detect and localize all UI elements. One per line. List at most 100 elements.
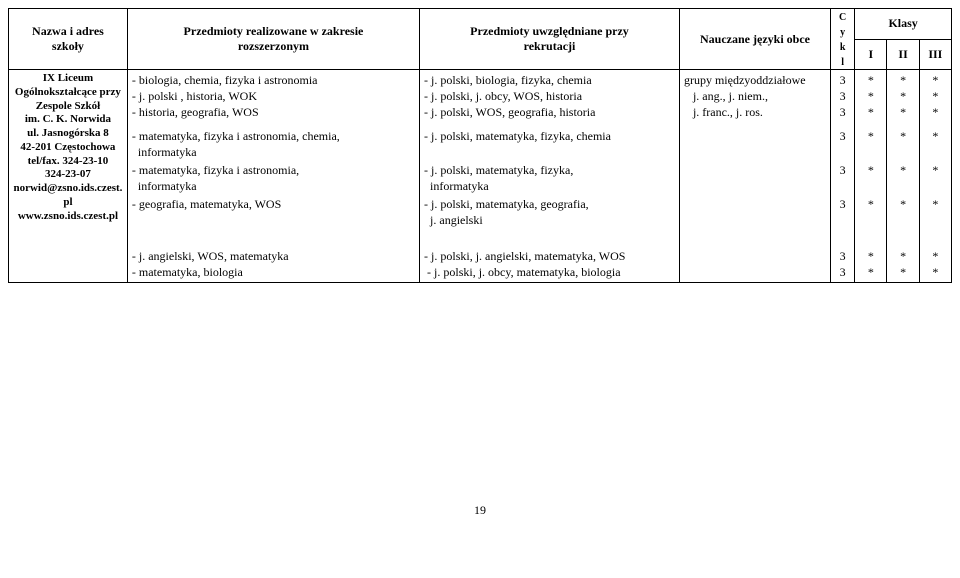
row-cell: * bbox=[891, 248, 914, 264]
row-cell: * bbox=[924, 162, 947, 196]
th-klasy-1-text: I bbox=[869, 47, 874, 61]
school-l1: IX Liceum bbox=[43, 72, 93, 84]
th-klasy-2-text: II bbox=[898, 47, 907, 61]
school-block: IX Liceum Ogólnokształcące przy Zespole … bbox=[13, 72, 123, 223]
row-gap bbox=[684, 230, 826, 248]
th-extended: Przedmioty realizowane w zakresie rozsze… bbox=[127, 9, 419, 70]
row-cell: * bbox=[859, 104, 882, 128]
row-cell: - biologia, chemia, fizyka i astronomia bbox=[132, 72, 415, 88]
row-cell: - matematyka, fizyka i astronomia, chemi… bbox=[132, 128, 415, 162]
row-cell: * bbox=[859, 72, 882, 88]
row-cell: 3 bbox=[835, 88, 850, 104]
school-l9: norwid@zsno.ids.czest. bbox=[13, 182, 122, 194]
th-school: Nazwa i adres szkoły bbox=[9, 9, 128, 70]
row-cell bbox=[684, 162, 826, 196]
row-cell: * bbox=[924, 264, 947, 280]
cell-k1: ******** bbox=[855, 70, 887, 283]
main-table: Nazwa i adres szkoły Przedmioty realizow… bbox=[8, 8, 952, 283]
row-cell: - j. polski, WOS, geografia, historia bbox=[424, 104, 675, 128]
cell-languages: grupy międzyoddziałowe j. ang., j. niem.… bbox=[679, 70, 830, 283]
row-cell: * bbox=[859, 162, 882, 196]
th-klasy-2: II bbox=[887, 39, 919, 70]
th-klasy-1: I bbox=[855, 39, 887, 70]
row-cell: grupy międzyoddziałowe bbox=[684, 72, 826, 88]
row-cell: * bbox=[924, 88, 947, 104]
row-gap bbox=[924, 230, 947, 248]
row-cell: - j. polski, biologia, fizyka, chemia bbox=[424, 72, 675, 88]
th-school-l1: Nazwa i adres bbox=[32, 24, 104, 38]
cell-k3: ******** bbox=[919, 70, 951, 283]
page-number-text: 19 bbox=[474, 503, 486, 517]
row-cell: j. ang., j. niem., bbox=[684, 88, 826, 104]
row-cell: 3 bbox=[835, 248, 850, 264]
th-school-l2: szkoły bbox=[52, 39, 84, 53]
row-cell: * bbox=[859, 128, 882, 162]
school-l2: Ogólnokształcące przy bbox=[15, 86, 121, 98]
row-cell: - j. polski, matematyka, geografia, j. a… bbox=[424, 196, 675, 230]
th-cykl: C y k l bbox=[831, 9, 855, 70]
row-cell: * bbox=[891, 104, 914, 128]
row-gap bbox=[424, 230, 675, 248]
row-gap bbox=[835, 230, 850, 248]
row-cell: * bbox=[859, 264, 882, 280]
th-extended-l1: Przedmioty realizowane w zakresie bbox=[184, 24, 364, 38]
row-cell bbox=[684, 248, 826, 264]
row-cell bbox=[684, 196, 826, 230]
row-cell: * bbox=[924, 196, 947, 230]
row-cell: - j. polski, j. obcy, WOS, historia bbox=[424, 88, 675, 104]
school-l6: 42-201 Częstochowa bbox=[20, 141, 115, 153]
row-cell: 3 bbox=[835, 128, 850, 162]
row-gap bbox=[132, 230, 415, 248]
row-cell: 3 bbox=[835, 162, 850, 196]
th-klasy: Klasy bbox=[855, 9, 952, 40]
row-cell: - j. polski, matematyka, fizyka, chemia bbox=[424, 128, 675, 162]
row-cell: 3 bbox=[835, 72, 850, 88]
row-cell: * bbox=[891, 264, 914, 280]
row-cell: - geografia, matematyka, WOS bbox=[132, 196, 415, 230]
row-cell: * bbox=[891, 88, 914, 104]
row-cell: - matematyka, fizyka i astronomia, infor… bbox=[132, 162, 415, 196]
row-cell: * bbox=[859, 88, 882, 104]
row-cell: * bbox=[891, 196, 914, 230]
row-cell: j. franc., j. ros. bbox=[684, 104, 826, 128]
row-cell: * bbox=[891, 128, 914, 162]
row-cell: 3 bbox=[835, 104, 850, 128]
row-cell: * bbox=[924, 248, 947, 264]
row-cell: - j. polski , historia, WOK bbox=[132, 88, 415, 104]
cell-extended: - biologia, chemia, fizyka i astronomia-… bbox=[127, 70, 419, 283]
cell-k2: ******** bbox=[887, 70, 919, 283]
row-cell: - historia, geografia, WOS bbox=[132, 104, 415, 128]
row-cell: - matematyka, biologia bbox=[132, 264, 415, 280]
page-number: 19 bbox=[8, 503, 952, 518]
row-cell: * bbox=[859, 248, 882, 264]
th-recruit: Przedmioty uwzględniane przy rekrutacji bbox=[420, 9, 680, 70]
row-cell: * bbox=[859, 196, 882, 230]
school-l7: tel/fax. 324-23-10 bbox=[28, 155, 109, 167]
school-l4: im. C. K. Norwida bbox=[25, 113, 111, 125]
row-cell: - j. polski, j. obcy, matematyka, biolog… bbox=[424, 264, 675, 280]
th-cykl-text: C y k l bbox=[839, 12, 846, 68]
school-l3: Zespole Szkół bbox=[36, 100, 100, 112]
row-cell: - j. angielski, WOS, matematyka bbox=[132, 248, 415, 264]
row-cell bbox=[684, 128, 826, 162]
row-cell: * bbox=[924, 128, 947, 162]
th-extended-l2: rozszerzonym bbox=[238, 39, 309, 53]
school-l5: ul. Jasnogórska 8 bbox=[27, 127, 109, 139]
th-languages-text: Nauczane języki obce bbox=[700, 32, 810, 46]
th-recruit-l2: rekrutacji bbox=[524, 39, 576, 53]
row-cell: * bbox=[924, 72, 947, 88]
row-cell bbox=[684, 264, 826, 280]
cell-cykl: 33333333 bbox=[831, 70, 855, 283]
th-klasy-3: III bbox=[919, 39, 951, 70]
row-cell: - j. polski, j. angielski, matematyka, W… bbox=[424, 248, 675, 264]
row-gap bbox=[859, 230, 882, 248]
row-cell: 3 bbox=[835, 196, 850, 230]
row-cell: * bbox=[891, 72, 914, 88]
th-recruit-l1: Przedmioty uwzględniane przy bbox=[470, 24, 629, 38]
school-l11: www.zsno.ids.czest.pl bbox=[18, 210, 118, 222]
row-cell: * bbox=[924, 104, 947, 128]
th-klasy-3-text: III bbox=[928, 47, 942, 61]
row-cell: * bbox=[891, 162, 914, 196]
table-row: IX Liceum Ogólnokształcące przy Zespole … bbox=[9, 70, 952, 283]
cell-recruit: - j. polski, biologia, fizyka, chemia- j… bbox=[420, 70, 680, 283]
